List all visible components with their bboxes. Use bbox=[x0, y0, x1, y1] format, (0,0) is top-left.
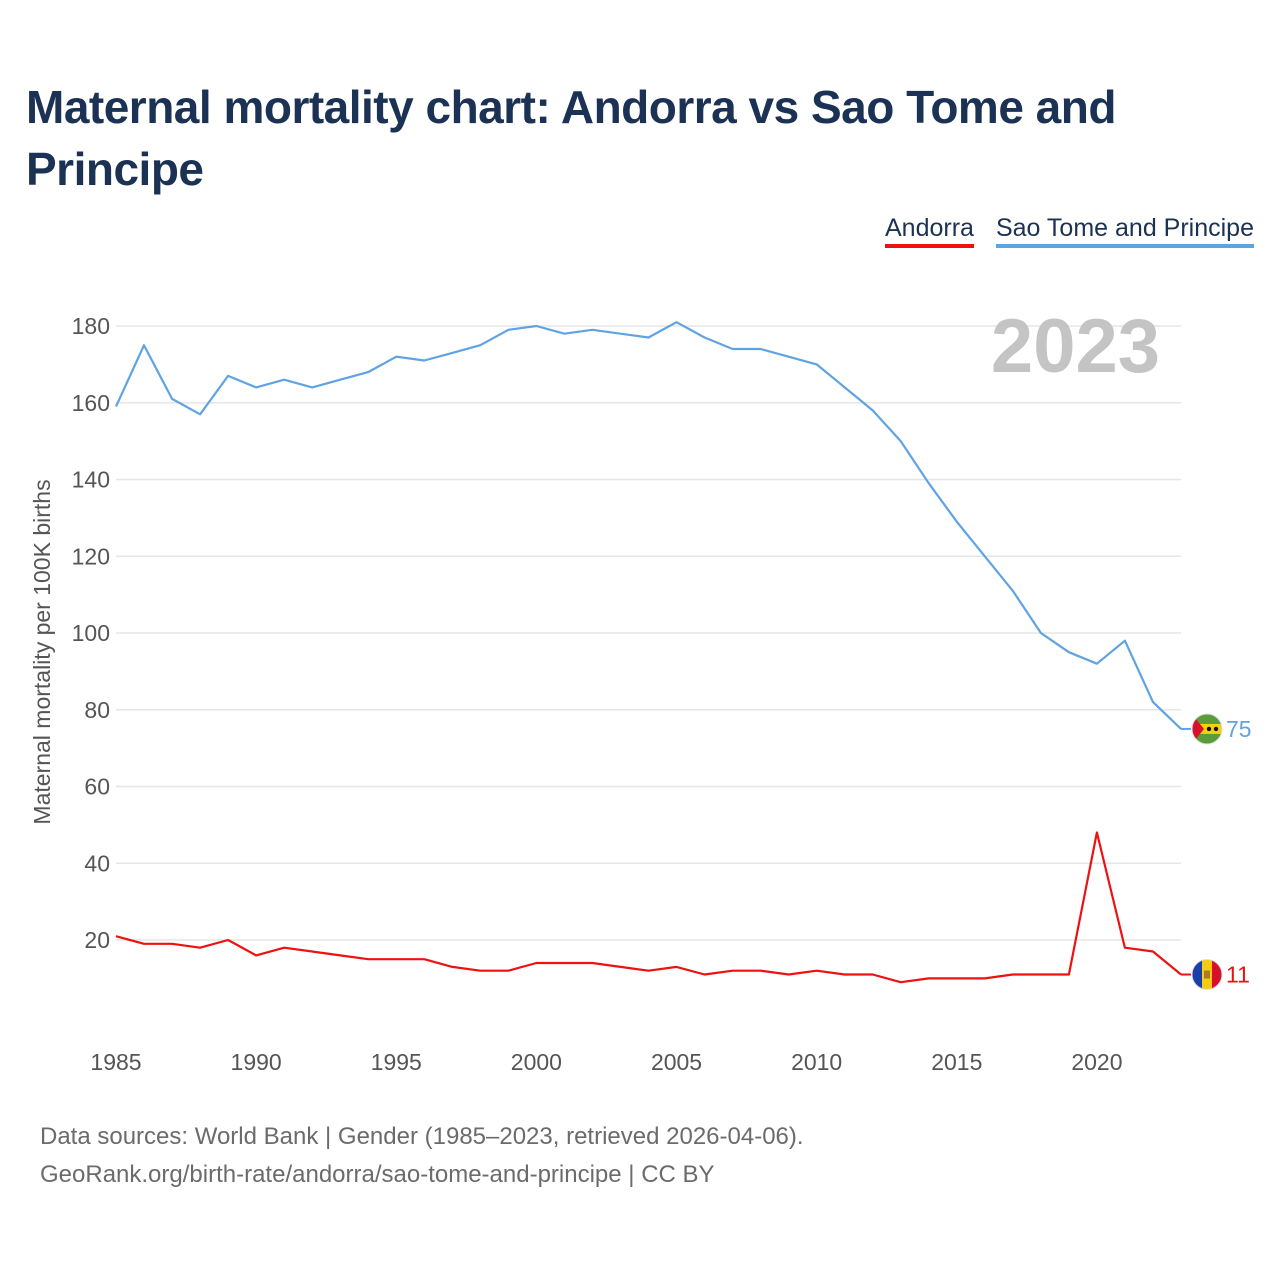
x-tick-label: 2020 bbox=[1071, 1049, 1122, 1075]
series-line-sao-tome-and-principe bbox=[114, 321, 1182, 730]
y-tick-label: 20 bbox=[84, 927, 110, 953]
legend-item-andorra[interactable]: Andorra bbox=[885, 214, 974, 248]
source-text: Data sources: World Bank | Gender (1985–… bbox=[40, 1123, 804, 1150]
legend: Andorra Sao Tome and Principe bbox=[885, 214, 1254, 248]
line-chart: 20 40 60 80 100 120 140 160 180 1985 1990 1995 2000… bbox=[29, 304, 1252, 1075]
y-tick-label: 40 bbox=[84, 850, 110, 876]
end-labels: 11 75 bbox=[1181, 713, 1252, 991]
x-tick-label: 2005 bbox=[651, 1049, 702, 1075]
x-tick-label: 2010 bbox=[791, 1049, 842, 1075]
flag-icon-sao-tome-and-principe bbox=[1191, 713, 1223, 745]
grid-lines bbox=[116, 325, 1181, 941]
y-axis-label: Maternal mortality per 100K births bbox=[29, 479, 55, 824]
end-value-label-sao-tome-and-principe: 75 bbox=[1226, 716, 1252, 742]
y-axis-ticks: 20 40 60 80 100 120 140 160 180 bbox=[72, 313, 110, 953]
end-value-label-andorra: 11 bbox=[1226, 962, 1250, 988]
x-tick-label: 1990 bbox=[231, 1049, 282, 1075]
year-watermark: 2023 bbox=[991, 304, 1160, 389]
y-tick-label: 140 bbox=[72, 467, 110, 493]
x-tick-label: 1995 bbox=[371, 1049, 422, 1075]
series-line-andorra bbox=[115, 831, 1182, 984]
attribution-link[interactable]: GeoRank.org/birth-rate/andorra/sao-tome-… bbox=[40, 1161, 715, 1188]
flag-icon-andorra bbox=[1191, 959, 1223, 991]
y-tick-label: 100 bbox=[72, 620, 110, 646]
y-tick-label: 60 bbox=[84, 774, 110, 800]
x-tick-label: 1985 bbox=[90, 1049, 141, 1075]
series-lines bbox=[114, 321, 1182, 984]
x-axis-ticks: 1985 1990 1995 2000 2005 2010 2015 2020 bbox=[90, 1049, 1122, 1075]
y-tick-label: 160 bbox=[72, 390, 110, 416]
footer: Data sources: World Bank | Gender (1985–… bbox=[40, 1118, 804, 1194]
y-tick-label: 80 bbox=[84, 697, 110, 723]
flag-border bbox=[1191, 959, 1223, 991]
x-tick-label: 2000 bbox=[511, 1049, 562, 1075]
x-tick-label: 2015 bbox=[931, 1049, 982, 1075]
flag-border bbox=[1191, 713, 1223, 745]
legend-item-sao-tome-and-principe[interactable]: Sao Tome and Principe bbox=[995, 214, 1254, 248]
chart-title: Maternal mortality chart: Andorra vs Sao… bbox=[26, 81, 1116, 195]
y-tick-label: 120 bbox=[72, 543, 110, 569]
y-tick-label: 180 bbox=[72, 313, 110, 339]
